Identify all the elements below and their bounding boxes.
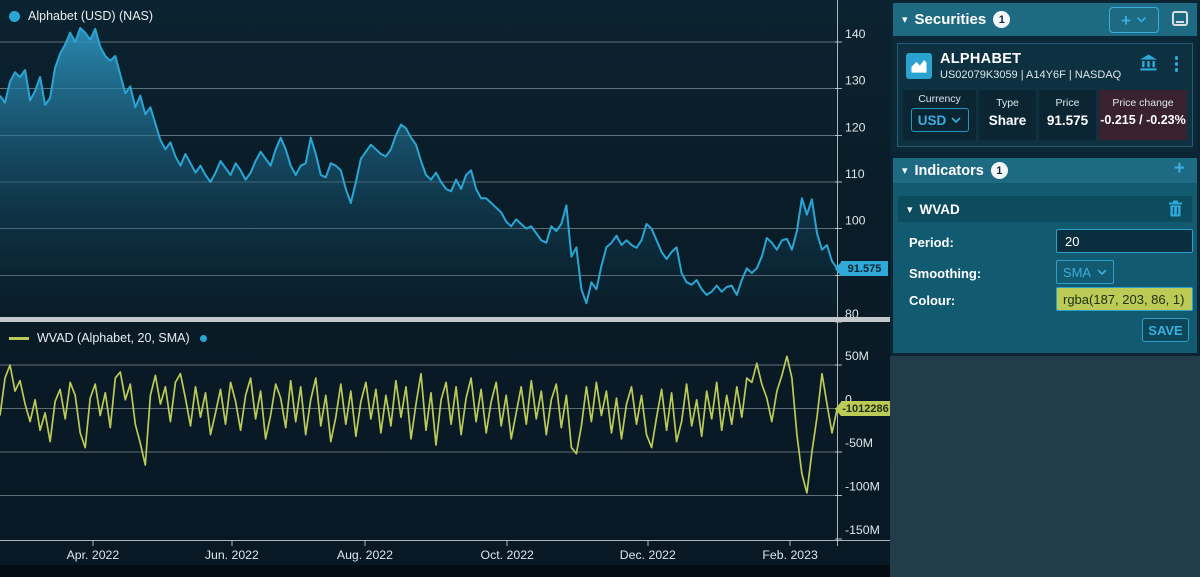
save-button[interactable]: SAVE [1142,318,1189,342]
smoothing-select[interactable]: SMA [1056,260,1114,284]
svg-text:Dec. 2022: Dec. 2022 [620,548,676,562]
chart-canvas[interactable]: 1401301201101008050M0-50M-100M-150MApr. … [0,0,890,577]
trash-icon [1168,200,1183,217]
indicators-count-badge: 1 [990,162,1008,179]
securities-panel-body: ALPHABET US02079K3059 | A14Y6F | NASDAQ [893,36,1197,152]
price-change-box: Price change -0.215 / -0.23% [1099,90,1187,140]
price-series-label: Alphabet (USD) (NAS) [28,9,154,23]
indicators-title: Indicators [914,162,984,179]
price-label: Price [1055,97,1080,109]
wvad-indicator-header[interactable]: ▾ WVAD [898,196,1192,222]
svg-text:Oct. 2022: Oct. 2022 [481,548,534,562]
add-indicator-button[interactable]: + [1174,159,1185,178]
wvad-series-legend[interactable]: WVAD (Alphabet, 20, SMA) [9,331,207,345]
svg-text:50M: 50M [845,349,869,363]
bottom-strip [0,565,890,577]
type-box: Type Share [979,90,1036,140]
chevron-down-icon [951,116,961,123]
security-stats-row: Currency USD Type Share Price [903,90,1187,140]
plus-icon: + [1173,158,1185,179]
svg-text:140: 140 [845,27,866,41]
svg-text:Aug. 2022: Aug. 2022 [337,548,393,562]
price-series-dot-icon [9,10,20,22]
collapse-arrow-icon: ▾ [907,203,913,216]
securities-count-badge: 1 [993,11,1011,28]
delete-indicator-button[interactable] [1168,200,1183,220]
colour-label: Colour: [909,293,956,308]
add-security-button[interactable]: + [1109,7,1159,33]
collapse-arrow-icon[interactable]: ▾ [902,165,908,177]
wvad-line-sample-icon [9,336,29,340]
pane-separator[interactable] [0,317,890,322]
svg-text:100: 100 [845,214,866,228]
last-price-tag: 91.575 [835,261,888,276]
svg-text:-150M: -150M [845,523,880,537]
period-label: Period: [909,235,954,250]
security-card[interactable]: ALPHABET US02079K3059 | A14Y6F | NASDAQ [897,43,1193,147]
svg-text:110: 110 [845,167,865,181]
type-label: Type [996,97,1019,109]
sidebar: ▾ Securities 1 + ALPHABET US02079K3059 [890,0,1200,577]
price-value: 91.575 [1046,113,1089,128]
smoothing-value: SMA [1062,264,1092,280]
type-value: Share [988,113,1027,128]
currency-box: Currency USD [903,90,976,140]
plus-icon: + [1121,10,1131,30]
wvad-source-dot-icon [199,334,207,342]
exchange-bank-icon[interactable] [1139,54,1158,76]
svg-text:-100M: -100M [845,480,880,494]
securities-panel-header: ▾ Securities 1 + [893,3,1197,36]
chevron-down-icon [1097,268,1107,275]
wvad-series-label: WVAD (Alphabet, 20, SMA) [37,331,190,345]
collapse-arrow-icon[interactable]: ▾ [902,14,908,26]
svg-text:130: 130 [845,74,866,88]
svg-text:120: 120 [845,120,866,134]
security-chart-icon [906,53,932,79]
price-box: Price 91.575 [1039,90,1096,140]
security-identifiers: US02079K3059 | A14Y6F | NASDAQ [940,69,1122,81]
price-change-label: Price change [1112,97,1174,109]
security-name: ALPHABET [940,51,1022,67]
svg-text:Apr. 2022: Apr. 2022 [67,548,120,562]
period-input[interactable] [1056,229,1193,253]
indicators-panel-header: ▾ Indicators 1 + [893,158,1197,183]
svg-text:-50M: -50M [845,436,873,450]
price-change-value: -0.215 / -0.23% [1100,113,1186,127]
svg-text:Feb. 2023: Feb. 2023 [762,548,818,562]
wvad-value-tag: -1012286 [835,401,890,416]
currency-label: Currency [918,93,961,105]
securities-title: Securities [914,11,987,28]
svg-text:Jun. 2022: Jun. 2022 [205,548,259,562]
currency-select[interactable]: USD [910,108,969,132]
price-series-legend[interactable]: Alphabet (USD) (NAS) [9,9,153,23]
more-options-icon[interactable] [1173,54,1181,74]
colour-input[interactable] [1056,287,1193,311]
smoothing-label: Smoothing: [909,266,982,281]
currency-value: USD [917,112,947,128]
svg-text:0: 0 [845,393,852,407]
minimize-panel-icon[interactable] [1172,11,1188,26]
indicators-panel-body: ▾ WVAD Period: Smoothing: SMA [893,183,1197,353]
wvad-title: WVAD [919,201,960,217]
chart-region: 140 130 120 110 100 80 50M 0 -50M -100M -150M Apr. … [0,0,890,577]
chevron-down-icon [1136,16,1147,23]
